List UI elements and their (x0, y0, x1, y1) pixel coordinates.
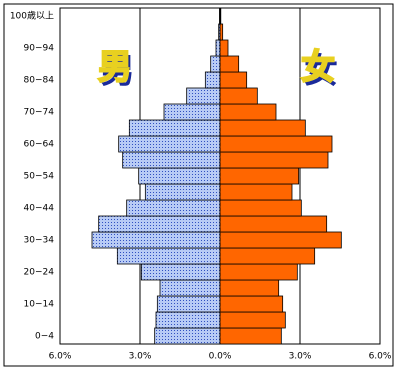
y-tick-label: 90−94 (24, 44, 55, 54)
x-tick-label: 0.0% (209, 352, 232, 362)
bar (219, 247, 316, 265)
bar (144, 183, 221, 201)
bar (159, 279, 221, 297)
bar (219, 103, 277, 121)
bar (118, 135, 221, 153)
legend-label: 男 (98, 48, 132, 88)
bar (219, 311, 286, 329)
bar (154, 327, 221, 345)
y-tick-label: 0−4 (35, 332, 54, 342)
bar (204, 71, 221, 89)
bar (219, 199, 302, 217)
bar (219, 39, 229, 57)
x-tick-label: 3.0% (289, 352, 312, 362)
legend-shadow: 女 (304, 52, 338, 92)
legend-label: 女 (301, 48, 335, 88)
y-tick-label: 70−74 (24, 108, 55, 118)
y-tick-label: 60−64 (24, 140, 55, 150)
y-tick-label: 80−84 (24, 76, 55, 86)
bar (219, 183, 293, 201)
bar (155, 311, 221, 329)
bar (215, 39, 221, 57)
bar (219, 151, 329, 169)
bar (91, 231, 221, 249)
bar (219, 23, 224, 41)
bar (98, 215, 221, 233)
bar (219, 119, 306, 137)
x-tick-label: 6.0% (369, 352, 392, 362)
x-tick-label: 3.0% (129, 352, 152, 362)
bar (219, 327, 282, 345)
bar (116, 247, 221, 265)
bar (219, 295, 284, 313)
bar (163, 103, 221, 121)
bar (210, 55, 221, 73)
bar (219, 279, 280, 297)
y-tick-label: 100歳以上 (10, 10, 54, 22)
bar (156, 295, 221, 313)
bar (219, 263, 298, 281)
bar (219, 215, 328, 233)
frame (3, 3, 394, 367)
bar (219, 231, 342, 249)
bar (122, 151, 221, 169)
y-tick-label: 40−44 (24, 204, 55, 214)
y-tick-label: 10−14 (24, 300, 55, 310)
bar (128, 119, 221, 137)
x-tick-label: 6.0% (49, 352, 72, 362)
bar (219, 71, 248, 89)
bar (126, 199, 221, 217)
bar (219, 135, 333, 153)
bar (219, 167, 300, 185)
legend-shadow: 男 (101, 52, 135, 92)
bar (140, 263, 221, 281)
bar (186, 87, 221, 105)
bar (219, 55, 240, 73)
y-tick-label: 30−34 (24, 236, 55, 246)
bar (219, 87, 258, 105)
bar (138, 167, 221, 185)
y-tick-label: 20−24 (24, 268, 55, 278)
y-tick-label: 50−54 (24, 172, 55, 182)
